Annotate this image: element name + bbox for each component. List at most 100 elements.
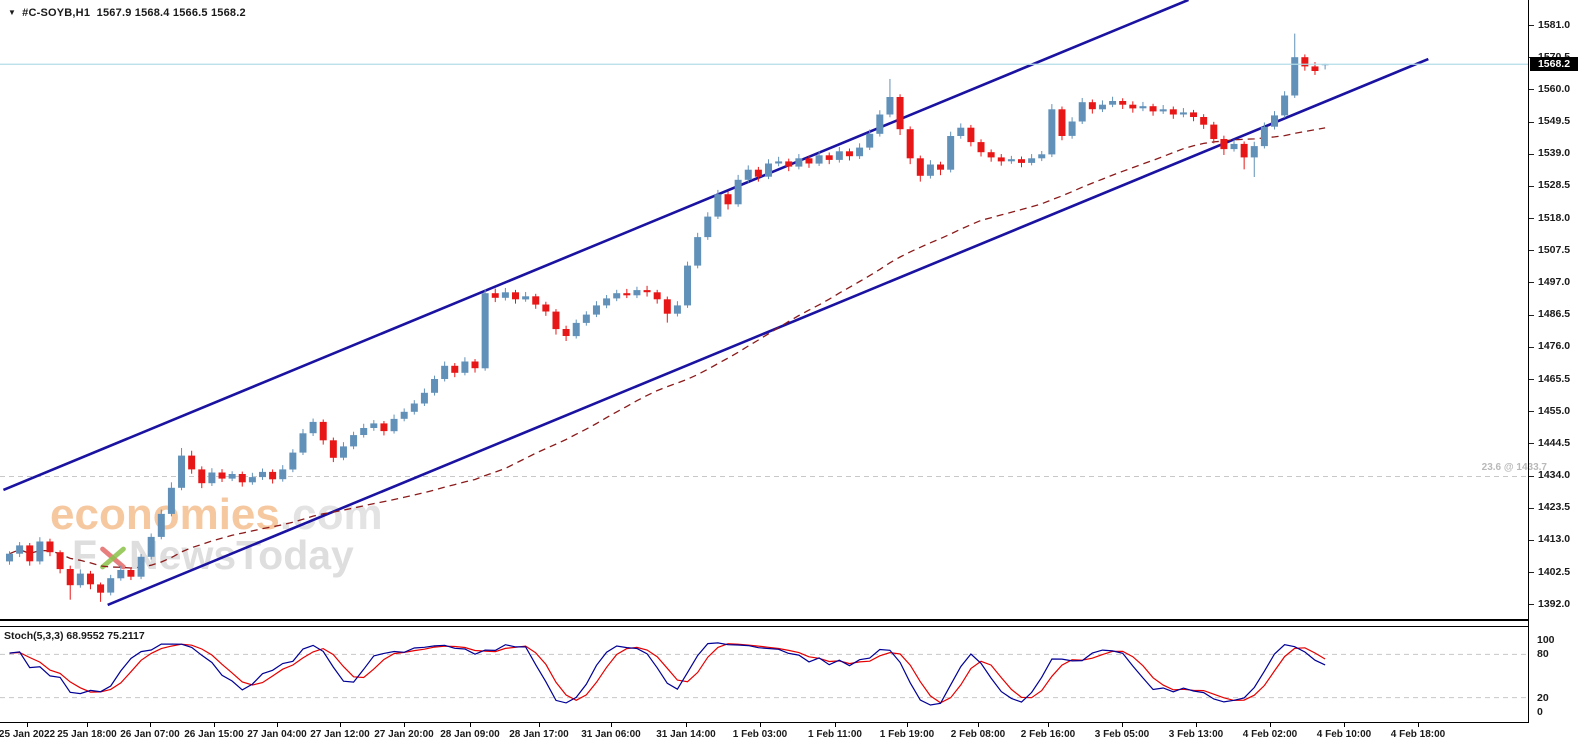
price-tick-label: 1549.5	[1538, 115, 1571, 128]
bull-candle	[400, 411, 408, 419]
bear-candle	[805, 158, 813, 164]
bear-candle	[1220, 139, 1228, 150]
bull-candle	[350, 435, 358, 447]
bull-candle	[947, 136, 955, 170]
time-tick	[340, 722, 341, 727]
time-tick-label: 25 Jan 2022	[0, 729, 56, 740]
time-tick-label: 3 Feb 13:00	[1168, 729, 1224, 740]
bear-candle	[1058, 109, 1066, 136]
bear-candle	[46, 541, 54, 553]
price-tick	[1529, 443, 1534, 445]
time-tick-label: 27 Jan 04:00	[247, 729, 307, 740]
price-tick-label: 1444.5	[1538, 436, 1571, 449]
time-tick	[470, 722, 471, 727]
stochastic-pane[interactable]	[0, 627, 1528, 722]
price-tick	[1529, 314, 1534, 316]
time-tick-label: 2 Feb 08:00	[950, 729, 1006, 740]
bull-candle	[178, 455, 186, 488]
bull-candle	[866, 133, 874, 148]
fib-level-label: 23.6 @ 1433.7	[1481, 462, 1547, 474]
stoch-k-line	[9, 642, 1326, 706]
bull-candle	[431, 379, 439, 393]
bull-candle	[1038, 154, 1046, 159]
time-tick-label: 4 Feb 02:00	[1242, 729, 1298, 740]
bear-candle	[532, 296, 540, 305]
price-tick	[1529, 218, 1534, 220]
current-price-badge: 1568.2	[1530, 57, 1578, 72]
upper-channel-line[interactable]	[2, 0, 1189, 492]
price-tick-label: 1455.0	[1538, 404, 1571, 417]
moving-average-line[interactable]	[9, 127, 1326, 569]
bear-candle	[623, 293, 631, 296]
bear-candle	[1311, 66, 1319, 71]
bull-candle	[410, 403, 418, 412]
time-tick	[907, 722, 908, 727]
bull-candle	[522, 296, 530, 300]
bull-candle	[259, 471, 266, 478]
bear-candle	[329, 440, 337, 458]
price-tick-label: 1392.0	[1538, 597, 1571, 610]
bull-candle	[633, 290, 641, 296]
bull-candle	[572, 322, 580, 337]
bull-candle	[76, 573, 84, 586]
price-tick	[1529, 572, 1534, 574]
main-chart-canvas[interactable]	[0, 0, 1528, 622]
bear-candle	[754, 169, 762, 177]
bull-candle	[107, 578, 115, 593]
bear-candle	[26, 545, 34, 562]
watermark-tagline: F NewsToday	[72, 534, 383, 577]
price-tick-label: 1539.0	[1538, 147, 1571, 160]
bear-candle	[896, 97, 904, 130]
time-tick-label: 1 Feb 19:00	[879, 729, 935, 740]
bear-candle	[552, 311, 560, 330]
bull-candle	[815, 155, 823, 164]
bull-candle	[461, 361, 469, 373]
watermark-tagline-f: F	[72, 532, 98, 579]
bear-candle	[319, 421, 327, 441]
pane-separator-top[interactable]	[0, 619, 1529, 621]
price-tick	[1529, 282, 1534, 284]
time-tick	[611, 722, 612, 727]
bear-candle	[977, 142, 985, 153]
bear-candle	[845, 151, 853, 157]
bull-candle	[684, 265, 692, 306]
bear-candle	[1169, 109, 1177, 115]
bear-candle	[1301, 57, 1309, 67]
lower-channel-line[interactable]	[107, 57, 1429, 607]
bull-candle	[1028, 158, 1036, 163]
bull-candle	[390, 418, 398, 432]
time-tick-label: 1 Feb 11:00	[808, 729, 862, 740]
bull-candle	[1139, 106, 1147, 109]
fx-cross-icon	[100, 546, 126, 570]
bull-candle	[926, 164, 934, 176]
bull-candle	[309, 421, 317, 434]
bear-candle	[238, 474, 246, 483]
bear-candle	[127, 570, 135, 577]
stoch-d-line	[9, 643, 1326, 704]
bull-candle	[481, 293, 489, 369]
time-tick-label: 25 Jan 18:00	[57, 729, 117, 740]
bull-candle	[1159, 109, 1167, 112]
bull-candle	[1007, 159, 1015, 162]
stoch-scale-label: 100	[1537, 634, 1555, 646]
price-tick-label: 1486.5	[1538, 308, 1571, 321]
price-tick-label: 1528.5	[1538, 179, 1571, 192]
bull-candle	[886, 97, 894, 115]
symbol-dropdown-icon[interactable]: ▼	[8, 8, 17, 17]
candles-group	[6, 33, 1329, 602]
time-tick	[1048, 722, 1049, 727]
bull-candle	[1281, 95, 1289, 116]
time-tick	[760, 722, 761, 727]
time-tick-label: 26 Jan 15:00	[184, 729, 244, 740]
bull-candle	[228, 474, 236, 479]
bear-candle	[937, 164, 945, 170]
bear-candle	[97, 584, 105, 593]
time-tick-label: 2 Feb 16:00	[1020, 729, 1076, 740]
bull-candle	[876, 114, 884, 134]
bull-candle	[856, 147, 864, 157]
time-tick	[1270, 722, 1271, 727]
symbol-label: #C-SOYB,H1	[22, 7, 91, 19]
bear-candle	[987, 152, 995, 158]
watermark-brand: economies	[50, 490, 280, 539]
time-tick	[87, 722, 88, 727]
